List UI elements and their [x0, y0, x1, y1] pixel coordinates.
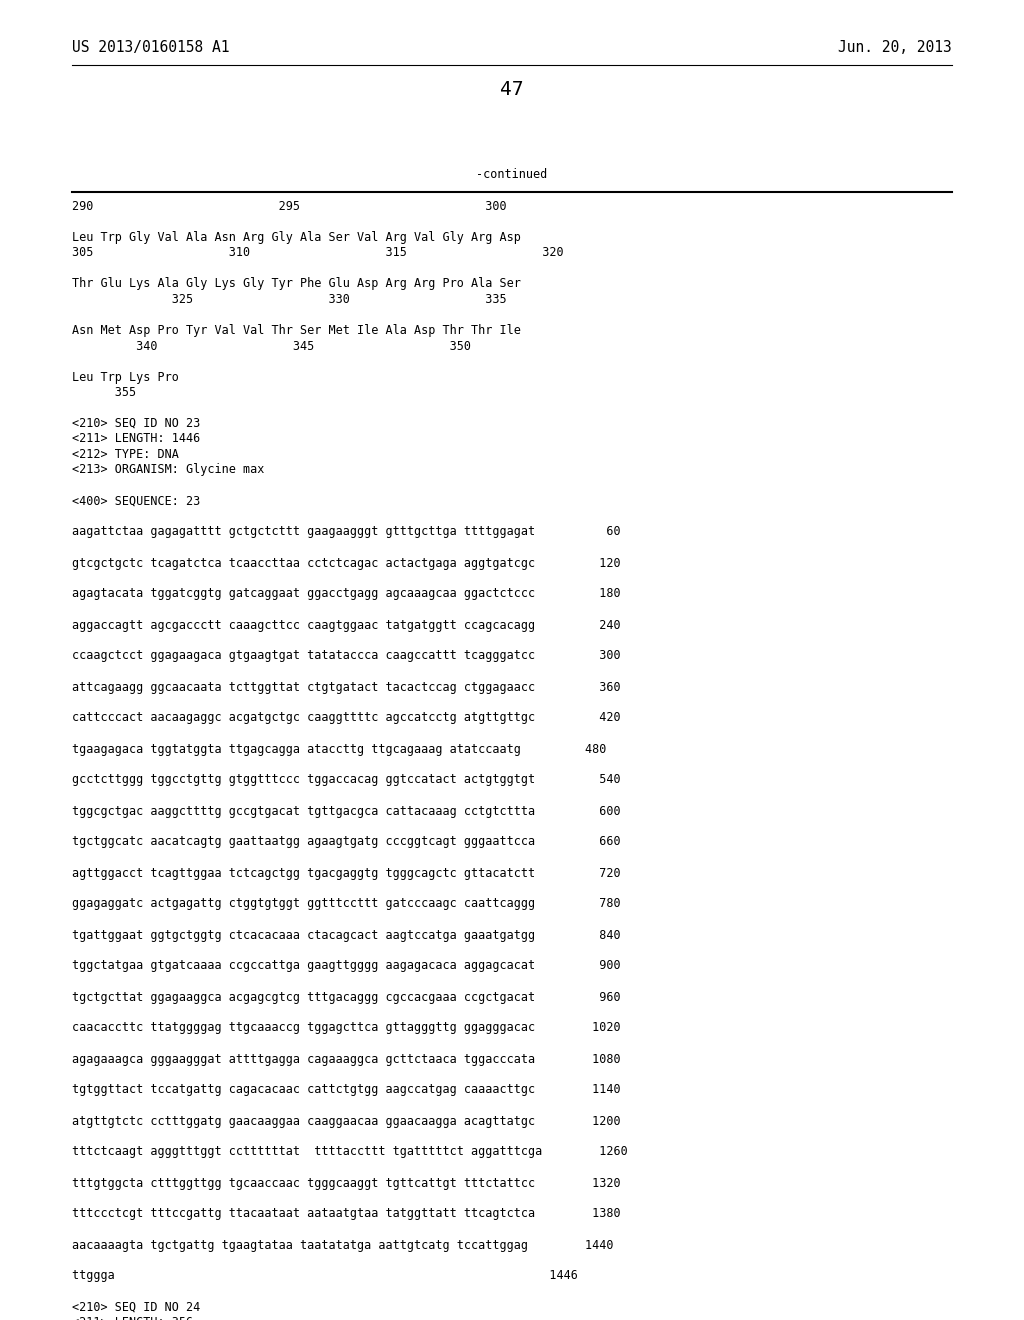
- Text: Leu Trp Lys Pro: Leu Trp Lys Pro: [72, 371, 179, 384]
- Text: Asn Met Asp Pro Tyr Val Val Thr Ser Met Ile Ala Asp Thr Thr Ile: Asn Met Asp Pro Tyr Val Val Thr Ser Met …: [72, 323, 521, 337]
- Text: 325                   330                   335: 325 330 335: [72, 293, 507, 306]
- Text: tgctggcatc aacatcagtg gaattaatgg agaagtgatg cccggtcagt gggaattcca         660: tgctggcatc aacatcagtg gaattaatgg agaagtg…: [72, 836, 621, 849]
- Text: atgttgtctc cctttggatg gaacaaggaa caaggaacaa ggaacaagga acagttatgc        1200: atgttgtctc cctttggatg gaacaaggaa caaggaa…: [72, 1114, 621, 1127]
- Text: <212> TYPE: DNA: <212> TYPE: DNA: [72, 447, 179, 461]
- Text: 290                          295                          300: 290 295 300: [72, 201, 507, 213]
- Text: -continued: -continued: [476, 168, 548, 181]
- Text: Thr Glu Lys Ala Gly Lys Gly Tyr Phe Glu Asp Arg Arg Pro Ala Ser: Thr Glu Lys Ala Gly Lys Gly Tyr Phe Glu …: [72, 277, 521, 290]
- Text: tttctcaagt agggtttggt ccttttttat  ttttaccttt tgatttttct aggatttcga        1260: tttctcaagt agggtttggt ccttttttat ttttacc…: [72, 1146, 628, 1159]
- Text: aagattctaa gagagatttt gctgctcttt gaagaagggt gtttgcttga ttttggagat          60: aagattctaa gagagatttt gctgctcttt gaagaag…: [72, 525, 621, 539]
- Text: tgaagagaca tggtatggta ttgagcagga ataccttg ttgcagaaag atatccaatg         480: tgaagagaca tggtatggta ttgagcagga atacctt…: [72, 742, 606, 755]
- Text: gcctcttggg tggcctgttg gtggtttccc tggaccacag ggtccatact actgtggtgt         540: gcctcttggg tggcctgttg gtggtttccc tggacca…: [72, 774, 621, 787]
- Text: <210> SEQ ID NO 24: <210> SEQ ID NO 24: [72, 1300, 201, 1313]
- Text: cattcccact aacaagaggc acgatgctgc caaggttttc agccatcctg atgttgttgc         420: cattcccact aacaagaggc acgatgctgc caaggtt…: [72, 711, 621, 725]
- Text: 305                   310                   315                   320: 305 310 315 320: [72, 247, 563, 260]
- Text: tgctgcttat ggagaaggca acgagcgtcg tttgacaggg cgccacgaaa ccgctgacat         960: tgctgcttat ggagaaggca acgagcgtcg tttgaca…: [72, 990, 621, 1003]
- Text: 355: 355: [72, 385, 136, 399]
- Text: aggaccagtt agcgaccctt caaagcttcc caagtggaac tatgatggtt ccagcacagg         240: aggaccagtt agcgaccctt caaagcttcc caagtgg…: [72, 619, 621, 631]
- Text: ggagaggatc actgagattg ctggtgtggt ggtttccttt gatcccaagc caattcaggg         780: ggagaggatc actgagattg ctggtgtggt ggtttcc…: [72, 898, 621, 911]
- Text: tttgtggcta ctttggttgg tgcaaccaac tgggcaaggt tgttcattgt tttctattcc        1320: tttgtggcta ctttggttgg tgcaaccaac tgggcaa…: [72, 1176, 621, 1189]
- Text: <210> SEQ ID NO 23: <210> SEQ ID NO 23: [72, 417, 201, 430]
- Text: <400> SEQUENCE: 23: <400> SEQUENCE: 23: [72, 495, 201, 507]
- Text: ccaagctcct ggagaagaca gtgaagtgat tatataccca caagccattt tcagggatcc         300: ccaagctcct ggagaagaca gtgaagtgat tatatac…: [72, 649, 621, 663]
- Text: caacaccttc ttatggggag ttgcaaaccg tggagcttca gttagggttg ggagggacac        1020: caacaccttc ttatggggag ttgcaaaccg tggagct…: [72, 1022, 621, 1035]
- Text: tggcgctgac aaggcttttg gccgtgacat tgttgacgca cattacaaag cctgtcttta         600: tggcgctgac aaggcttttg gccgtgacat tgttgac…: [72, 804, 621, 817]
- Text: 340                   345                   350: 340 345 350: [72, 339, 471, 352]
- Text: 47: 47: [501, 81, 523, 99]
- Text: agagaaagca gggaagggat attttgagga cagaaaggca gcttctaaca tggacccata        1080: agagaaagca gggaagggat attttgagga cagaaag…: [72, 1052, 621, 1065]
- Text: Leu Trp Gly Val Ala Asn Arg Gly Ala Ser Val Arg Val Gly Arg Asp: Leu Trp Gly Val Ala Asn Arg Gly Ala Ser …: [72, 231, 521, 244]
- Text: <213> ORGANISM: Glycine max: <213> ORGANISM: Glycine max: [72, 463, 264, 477]
- Text: tttccctcgt tttccgattg ttacaataat aataatgtaa tatggttatt ttcagtctca        1380: tttccctcgt tttccgattg ttacaataat aataatg…: [72, 1208, 621, 1221]
- Text: tgattggaat ggtgctggtg ctcacacaaa ctacagcact aagtccatga gaaatgatgg         840: tgattggaat ggtgctggtg ctcacacaaa ctacagc…: [72, 928, 621, 941]
- Text: aacaaaagta tgctgattg tgaagtataa taatatatga aattgtcatg tccattggag        1440: aacaaaagta tgctgattg tgaagtataa taatatat…: [72, 1238, 613, 1251]
- Text: tggctatgaa gtgatcaaaa ccgccattga gaagttgggg aagagacaca aggagcacat         900: tggctatgaa gtgatcaaaa ccgccattga gaagttg…: [72, 960, 621, 973]
- Text: agagtacata tggatcggtg gatcaggaat ggacctgagg agcaaagcaa ggactctccc         180: agagtacata tggatcggtg gatcaggaat ggacctg…: [72, 587, 621, 601]
- Text: attcagaagg ggcaacaata tcttggttat ctgtgatact tacactccag ctggagaacc         360: attcagaagg ggcaacaata tcttggttat ctgtgat…: [72, 681, 621, 693]
- Text: gtcgctgctc tcagatctca tcaaccttaa cctctcagac actactgaga aggtgatcgc         120: gtcgctgctc tcagatctca tcaaccttaa cctctca…: [72, 557, 621, 569]
- Text: agttggacct tcagttggaa tctcagctgg tgacgaggtg tgggcagctc gttacatctt         720: agttggacct tcagttggaa tctcagctgg tgacgag…: [72, 866, 621, 879]
- Text: Jun. 20, 2013: Jun. 20, 2013: [839, 40, 952, 55]
- Text: US 2013/0160158 A1: US 2013/0160158 A1: [72, 40, 229, 55]
- Text: ttggga                                                             1446: ttggga 1446: [72, 1270, 578, 1283]
- Text: <211> LENGTH: 356: <211> LENGTH: 356: [72, 1316, 194, 1320]
- Text: tgtggttact tccatgattg cagacacaac cattctgtgg aagccatgag caaaacttgc        1140: tgtggttact tccatgattg cagacacaac cattctg…: [72, 1084, 621, 1097]
- Text: <211> LENGTH: 1446: <211> LENGTH: 1446: [72, 433, 201, 446]
